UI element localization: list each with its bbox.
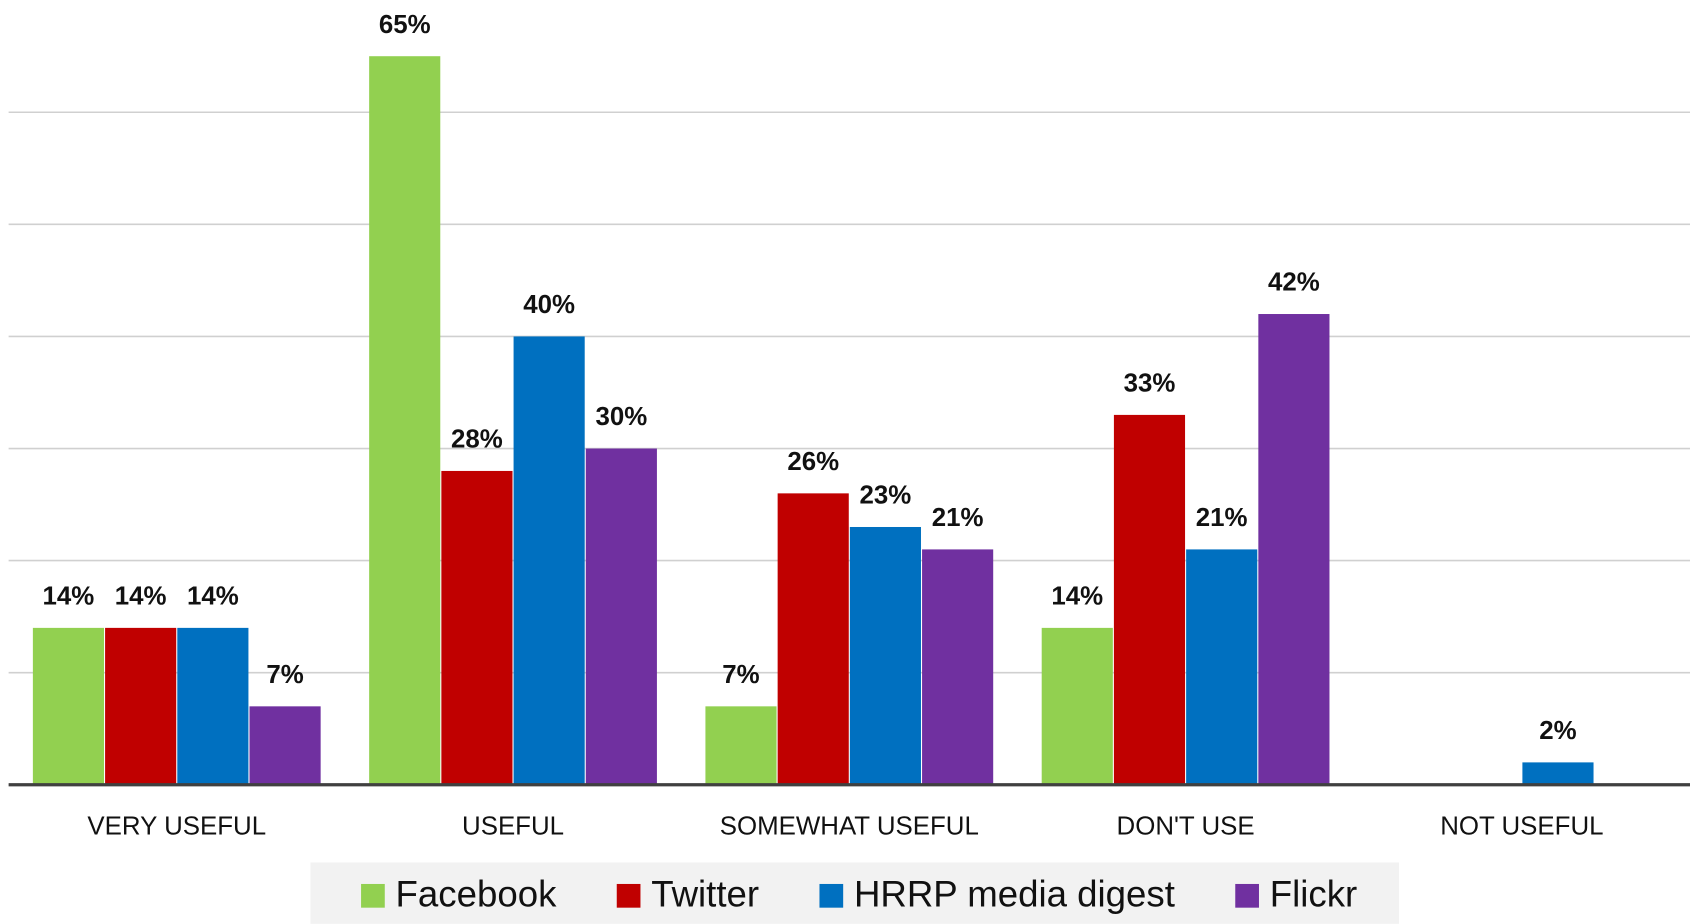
data-label: 14% <box>187 583 239 611</box>
legend-label: Flickr <box>1270 874 1357 915</box>
bar <box>249 706 321 785</box>
bar <box>922 549 994 785</box>
bar <box>1186 549 1258 785</box>
data-label: 26% <box>787 448 839 476</box>
bar <box>369 56 441 785</box>
legend-box <box>310 862 1399 924</box>
data-label: 65% <box>379 11 431 39</box>
legend-swatch <box>819 883 844 908</box>
legend-label: Twitter <box>651 874 759 915</box>
bar <box>585 448 657 785</box>
data-label: 14% <box>1051 583 1103 611</box>
bar <box>705 706 777 785</box>
bar <box>177 627 249 785</box>
bar <box>32 627 105 785</box>
data-label: 21% <box>1196 504 1248 532</box>
data-label: 28% <box>451 426 503 454</box>
bar <box>1041 627 1113 785</box>
data-label: 23% <box>860 482 912 510</box>
x-tick-label: USEFUL <box>462 813 564 841</box>
bar <box>1522 762 1594 785</box>
bar <box>777 493 849 785</box>
data-label: 40% <box>523 291 575 319</box>
data-label: 21% <box>932 504 984 532</box>
data-label: 33% <box>1124 370 1176 398</box>
bar <box>513 336 585 785</box>
bar <box>849 526 921 785</box>
bar <box>105 627 177 785</box>
data-label: 14% <box>43 583 95 611</box>
x-tick-label: NOT USEFUL <box>1440 813 1603 841</box>
legend-swatch <box>616 883 641 908</box>
legend-swatch <box>1235 883 1259 908</box>
x-tick-label: SOMEWHAT USEFUL <box>720 813 979 841</box>
x-tick-label: DON'T USE <box>1117 813 1255 841</box>
bar <box>1113 414 1186 785</box>
data-label: 7% <box>722 661 759 689</box>
data-label: 2% <box>1539 717 1576 745</box>
x-tick-label: VERY USEFUL <box>87 813 266 841</box>
data-label: 14% <box>115 583 167 611</box>
bar <box>441 470 513 785</box>
data-label: 30% <box>595 403 647 431</box>
bar <box>1258 314 1330 785</box>
data-label: 42% <box>1268 269 1320 297</box>
legend-swatch <box>361 883 385 908</box>
legend-label: Facebook <box>396 874 558 915</box>
data-label: 7% <box>266 661 303 689</box>
legend-label: HRRP media digest <box>854 874 1175 915</box>
